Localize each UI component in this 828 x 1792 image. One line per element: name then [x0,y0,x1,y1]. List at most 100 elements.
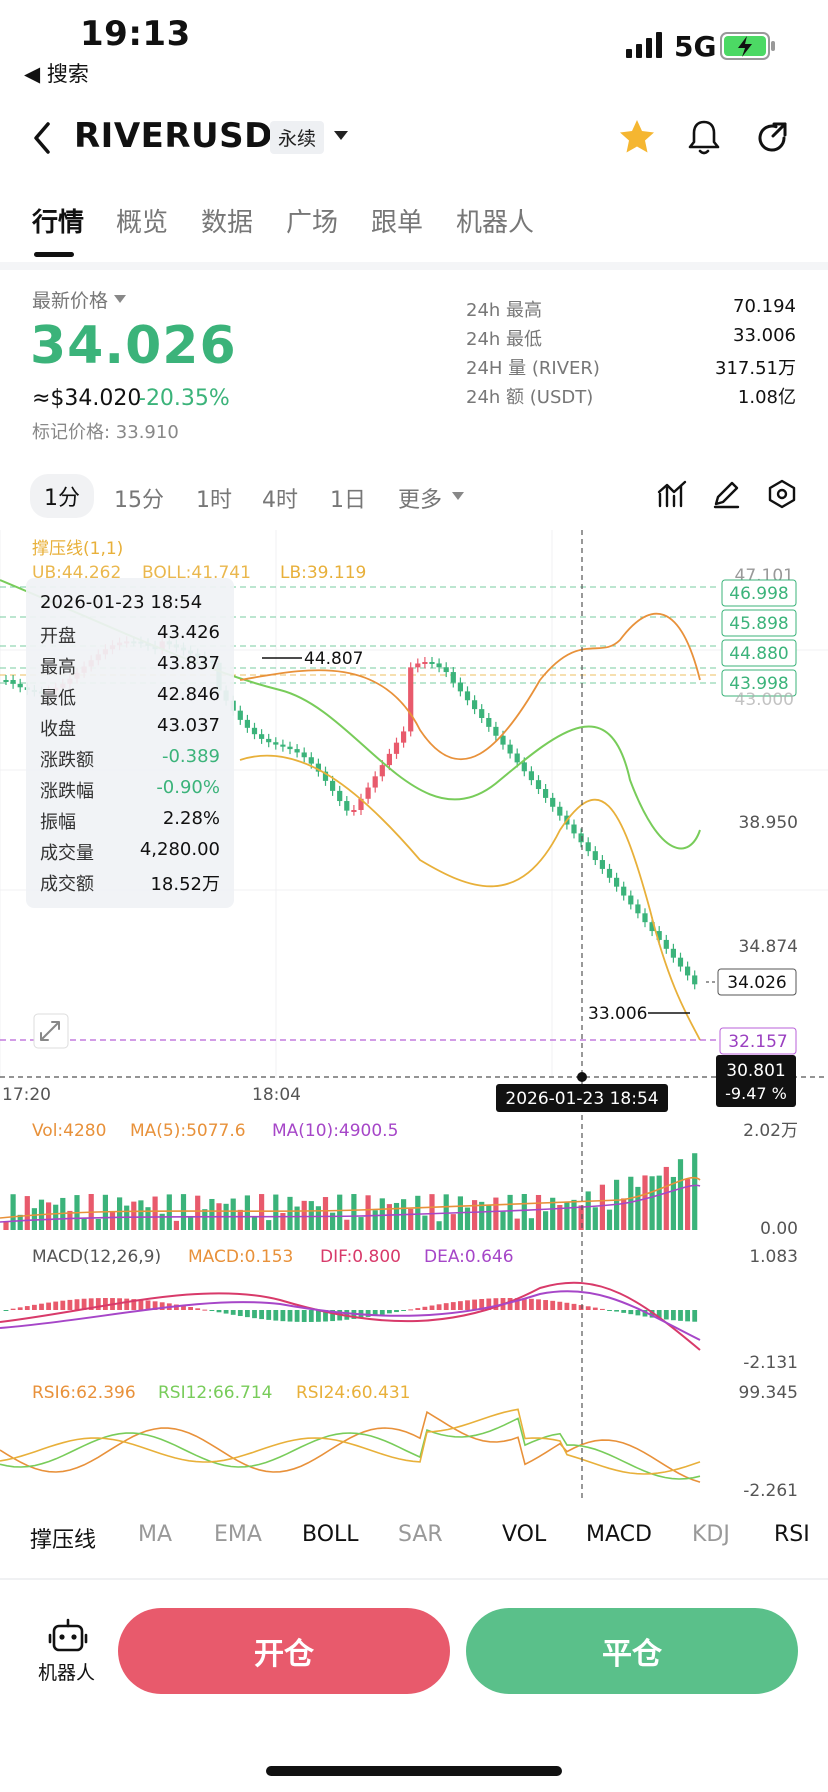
macd-histogram-bar [81,1298,87,1310]
stat-label-high: 24h 最高 [466,300,543,321]
kline-chart[interactable]: 撑压线(1,1) UB:44.262 BOLL:41.741 LB:39.119… [0,530,828,1510]
macd-histogram-bar [387,1310,392,1314]
volume-bar [287,1196,293,1230]
tab-square[interactable]: 广场 [286,208,339,238]
price-type-caret-icon[interactable] [114,295,126,303]
indicator-kdj[interactable]: KDJ [692,1522,730,1547]
macd-histogram-bar [230,1310,236,1315]
volume-bar [230,1198,236,1230]
boll-upper-line [239,612,701,761]
price-alert-bell-icon[interactable] [686,118,722,156]
vol-max-label: 2.02万 [743,1121,798,1141]
candle-body [535,780,542,790]
indicator-ema[interactable]: EMA [214,1522,262,1547]
favorite-star-icon[interactable] [618,118,656,156]
back-chevron-icon[interactable] [28,120,58,156]
tab-market[interactable]: 行情 [32,208,85,238]
tab-overview[interactable]: 概览 [116,208,169,238]
candle-body [614,877,620,887]
vol-min-label: 0.00 [760,1219,798,1239]
price-axis-label: 34.874 [739,937,798,957]
volume-bar [408,1208,414,1230]
indicator-rsi[interactable]: RSI [774,1522,810,1547]
tooltip-label: 最高 [40,657,76,678]
time-axis-label: 18:04 [252,1085,301,1105]
robot-label[interactable]: 机器人 [38,1662,96,1684]
candle-body [464,691,471,701]
volume-bar [386,1204,392,1230]
interval-1d[interactable]: 1日 [330,488,366,513]
interval-15m[interactable]: 15分 [114,488,164,513]
candle-body [692,975,698,985]
indicator-macd[interactable]: MACD [586,1522,652,1547]
dif-value: DIF:0.800 [320,1247,401,1267]
draw-pencil-icon[interactable] [710,478,742,510]
volume-bar [486,1205,492,1230]
last-price-label[interactable]: 最新价格 [32,290,109,312]
contract-type-badge[interactable]: 永续 [270,121,325,154]
candle-body [273,742,279,745]
macd-histogram-bar [32,1304,37,1310]
interval-1h[interactable]: 1时 [196,488,232,513]
volume-bar [528,1218,534,1230]
macd-histogram-bar [521,1298,527,1310]
candle-body [259,734,265,739]
tab-data[interactable]: 数据 [201,208,254,238]
macd-histogram-bar [3,1310,9,1311]
symbol-title[interactable]: RIVERUSDT [74,116,297,156]
share-icon[interactable] [754,120,790,156]
macd-histogram-bar [571,1303,577,1310]
level-box [721,669,797,697]
volume-bar [24,1196,30,1230]
volume-bar [443,1194,449,1230]
indicator-chart-icon[interactable] [656,478,688,510]
macd-histogram-bar [124,1298,130,1310]
price-axis-label: 38.950 [739,813,798,833]
candle-body [500,735,506,745]
ma5-text: MA(5):5077.6 [130,1121,246,1141]
candle-body [422,662,428,665]
symbol-dropdown-caret-icon[interactable] [334,131,348,140]
candle-body [663,939,669,949]
candle-body [372,776,378,788]
candle-body [479,709,485,718]
volume-bar [322,1197,329,1230]
robot-icon[interactable] [48,1618,88,1654]
indicator-sr-lines[interactable]: 撑压线 [30,1528,97,1553]
more-caret-icon[interactable] [452,492,464,500]
interval-1m[interactable]: 1分 [30,474,94,518]
volume-bar [244,1195,250,1230]
tab-copy-trading[interactable]: 跟单 [371,208,424,238]
tooltip-label: 振幅 [40,812,76,833]
macd-histogram-bar [46,1302,51,1310]
close-position-button[interactable]: 平仓 [466,1608,798,1694]
macd-histogram-bar [422,1306,428,1310]
candle-body [649,922,655,932]
interval-more[interactable]: 更多 [398,488,443,513]
chart-settings-icon[interactable] [766,478,798,510]
fullscreen-icon[interactable] [33,1013,69,1049]
macd-histogram-bar [181,1305,186,1310]
indicator-vol[interactable]: VOL [502,1522,547,1547]
tab-bots[interactable]: 机器人 [456,208,535,238]
indicator-ma[interactable]: MA [138,1522,173,1547]
macd-histogram-bar [408,1309,414,1311]
candle-body [606,868,613,878]
volume-bar [145,1207,151,1230]
interval-4h[interactable]: 4时 [262,488,298,513]
back-to-app-link[interactable]: ◀ 搜索 [24,62,89,86]
candle-body [379,765,385,777]
macd-histogram-bar [131,1299,137,1310]
volume-bar [95,1218,101,1230]
indicator-sar[interactable]: SAR [398,1522,443,1547]
time-axis-label: 17:20 [2,1085,51,1105]
open-position-button[interactable]: 开仓 [118,1608,450,1694]
macd-histogram-bar [600,1308,605,1310]
volume-bar [188,1215,194,1230]
macd-histogram-bar [216,1310,222,1313]
macd-histogram-bar [330,1310,335,1322]
volume-bar [251,1216,258,1230]
macd-histogram-bar [507,1298,513,1310]
volume-bar [429,1194,435,1230]
indicator-boll[interactable]: BOLL [302,1522,359,1547]
